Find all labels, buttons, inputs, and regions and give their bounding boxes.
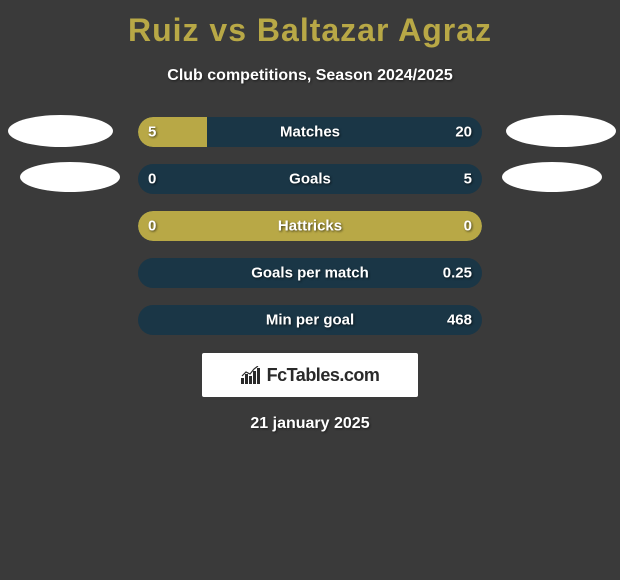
stat-label: Goals per match [251,265,369,282]
logo-text: FcTables.com [267,365,380,386]
stat-bar: 0 Goals 5 [138,164,482,194]
stat-value-left: 0 [148,218,156,235]
stat-label: Matches [280,124,340,141]
stat-label: Hattricks [278,218,342,235]
subtitle: Club competitions, Season 2024/2025 [0,67,620,85]
date-text: 21 january 2025 [0,415,620,433]
stat-bar: 0 Hattricks 0 [138,211,482,241]
stat-bar: Goals per match 0.25 [138,258,482,288]
comparison-chart: 5 Matches 20 0 Goals 5 0 Hattricks 0 Goals per ma… [0,117,620,335]
stat-value-left: 5 [148,124,156,141]
stat-value-left: 0 [148,171,156,188]
logo-box: FcTables.com [202,353,418,397]
player-left-badge [8,115,113,147]
stat-row: 5 Matches 20 [0,117,620,147]
page-title: Ruiz vs Baltazar Agraz [0,0,620,49]
stat-bar: Min per goal 468 [138,305,482,335]
stat-label: Min per goal [266,312,354,329]
stat-value-right: 0.25 [443,265,472,282]
stat-row: Min per goal 468 [0,305,620,335]
stat-label: Goals [289,171,331,188]
player-left-badge [20,162,120,192]
stat-bar: 5 Matches 20 [138,117,482,147]
stat-row: Goals per match 0.25 [0,258,620,288]
stat-value-right: 0 [464,218,472,235]
stat-row: 0 Hattricks 0 [0,211,620,241]
stat-value-right: 468 [447,312,472,329]
stat-value-right: 20 [455,124,472,141]
stat-row: 0 Goals 5 [0,164,620,194]
player-right-badge [506,115,616,147]
stat-value-right: 5 [464,171,472,188]
chart-icon [241,366,263,384]
player-right-badge [502,162,602,192]
